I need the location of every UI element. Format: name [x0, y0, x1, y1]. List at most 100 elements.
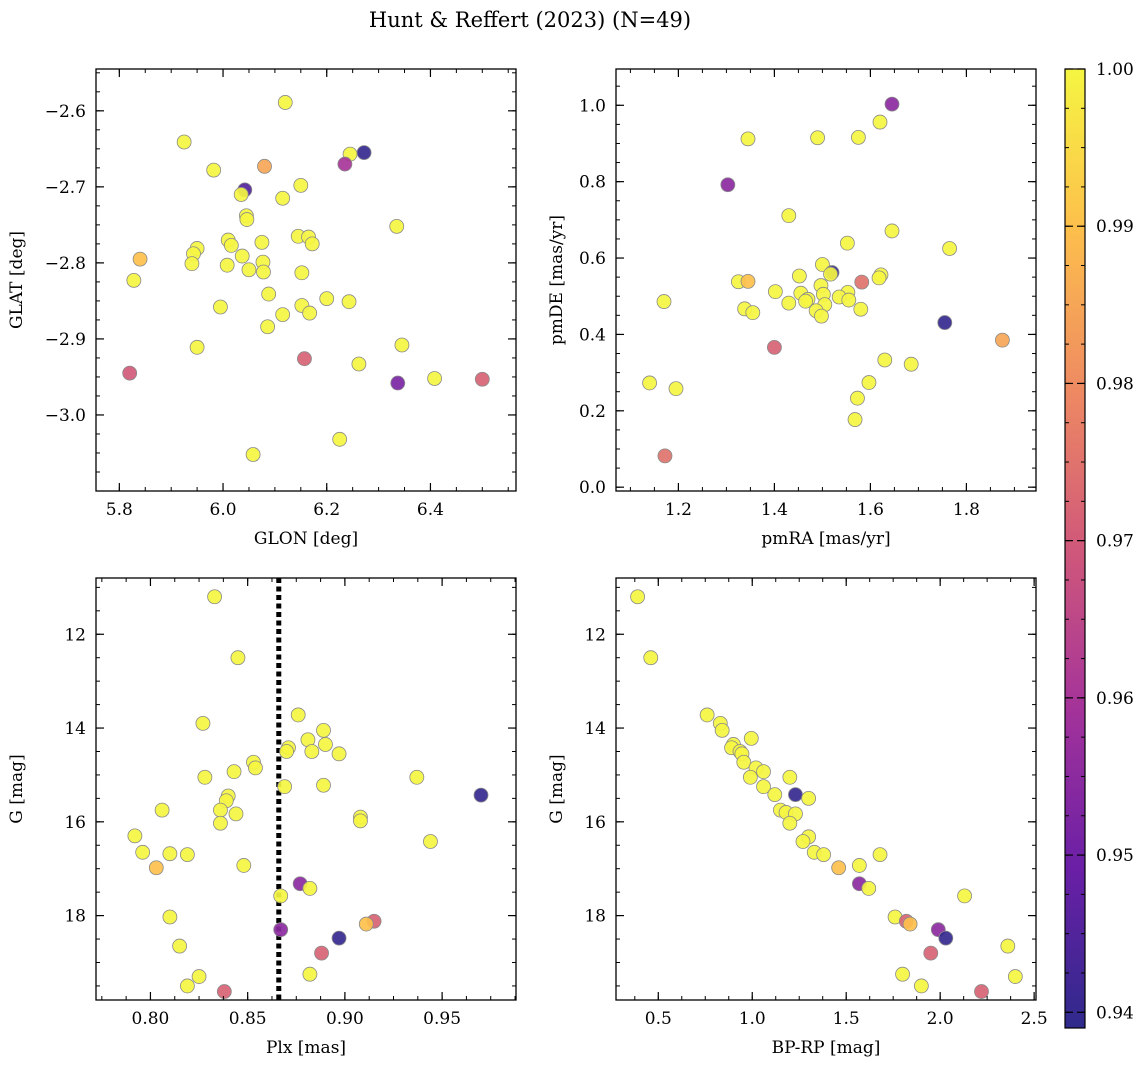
data-point [302, 305, 318, 321]
axes-frame [95, 68, 517, 492]
data-point [254, 234, 270, 250]
data-point [736, 754, 752, 770]
data-point [172, 938, 188, 954]
data-point [995, 332, 1010, 348]
x-tick-label: 1.5 [833, 1009, 860, 1029]
y-tick-label: 16 [64, 813, 86, 833]
data-point [135, 844, 151, 860]
data-point [782, 815, 798, 831]
y-tick-label: 12 [584, 625, 606, 645]
colorbar: 0.94 0.95 0.96 0.97 0.98 0.99 1.00 [1064, 60, 1134, 1029]
colorbar-tick-label: 0.98 [1096, 374, 1134, 394]
data-point [257, 158, 272, 174]
data-point [913, 978, 929, 994]
data-point [184, 256, 200, 272]
colorbar-tick-label: 0.97 [1096, 532, 1134, 552]
y-tick-label: 18 [584, 907, 606, 927]
data-point [273, 922, 289, 938]
data-point [206, 162, 222, 178]
data-point [351, 356, 367, 372]
data-point [895, 966, 910, 982]
data-point [767, 284, 783, 300]
x-tick-label: 0.90 [326, 1009, 364, 1029]
data-point [781, 295, 797, 311]
data-point [294, 265, 310, 281]
data-point [656, 294, 672, 309]
x-axis-label: BP-RP [mag] [772, 1038, 881, 1058]
data-point [872, 847, 888, 863]
y-tick-label: −2.9 [45, 330, 86, 350]
colorbar-tick-label: 0.94 [1096, 1003, 1134, 1023]
chart-title: Hunt & Reffert (2023) (N=49) [369, 8, 691, 32]
data-point [884, 96, 900, 112]
data-point [275, 307, 291, 323]
data-point [668, 381, 684, 397]
data-point [788, 787, 803, 803]
data-point [791, 268, 807, 284]
data-point [394, 337, 410, 353]
data-point [474, 371, 490, 387]
data-point [974, 984, 989, 999]
data-point [720, 177, 736, 193]
data-point [643, 650, 659, 666]
data-point [290, 707, 306, 723]
x-tick-label: 1.6 [857, 500, 884, 520]
colorbar-tick-label: 0.99 [1096, 217, 1134, 237]
data-point [745, 305, 761, 321]
data-point [847, 412, 863, 427]
x-tick-label: 0.95 [423, 1009, 461, 1029]
y-tick-label: 0.4 [579, 325, 606, 345]
data-point [795, 834, 811, 849]
data-point [801, 790, 817, 806]
data-point [304, 744, 320, 759]
data-point [861, 881, 877, 896]
colorbar-tick-label: 0.95 [1096, 846, 1134, 866]
data-point [233, 187, 249, 202]
y-axis-label: pmDE [mas/yr] [547, 215, 567, 345]
data-point [216, 984, 232, 999]
y-axis-label: GLAT [deg] [7, 231, 27, 329]
data-point [699, 707, 715, 723]
data-point [273, 888, 289, 904]
data-point [226, 764, 242, 780]
data-point [223, 237, 239, 253]
data-point [341, 294, 357, 310]
scatter-points [127, 578, 489, 1000]
y-tick-label: −2.8 [45, 254, 86, 274]
data-point [409, 769, 425, 785]
data-point [304, 236, 320, 252]
x-tick-label: 6.4 [417, 500, 444, 520]
data-point [782, 769, 798, 785]
data-point [297, 351, 312, 367]
data-point [850, 390, 865, 406]
y-tick-label: 0.8 [579, 173, 606, 193]
y-tick-label: 12 [64, 625, 86, 645]
data-point [228, 806, 244, 822]
y-tick-label: 14 [64, 719, 86, 739]
data-point [781, 208, 797, 224]
data-point [473, 787, 489, 803]
data-point [854, 274, 870, 290]
data-point [427, 371, 442, 386]
data-point [423, 834, 438, 849]
data-point [740, 273, 756, 289]
data-point [814, 308, 829, 324]
data-point [189, 339, 205, 355]
y-tick-label: −2.6 [45, 102, 86, 122]
data-point [314, 945, 329, 961]
data-point [331, 746, 347, 762]
x-tick-label: 1.8 [953, 500, 980, 520]
x-tick-label: 0.80 [132, 1009, 170, 1029]
data-point [332, 431, 348, 447]
data-point [213, 815, 228, 831]
colorbar-gradient [1064, 68, 1086, 1029]
data-point [122, 365, 138, 381]
data-point [213, 802, 228, 818]
data-point [884, 223, 900, 239]
x-tick-label: 0.85 [229, 1009, 267, 1029]
data-point [756, 764, 771, 780]
data-point [275, 190, 291, 206]
y-axis-label: G [mag] [547, 754, 567, 823]
y-tick-label: 0.6 [579, 249, 606, 269]
